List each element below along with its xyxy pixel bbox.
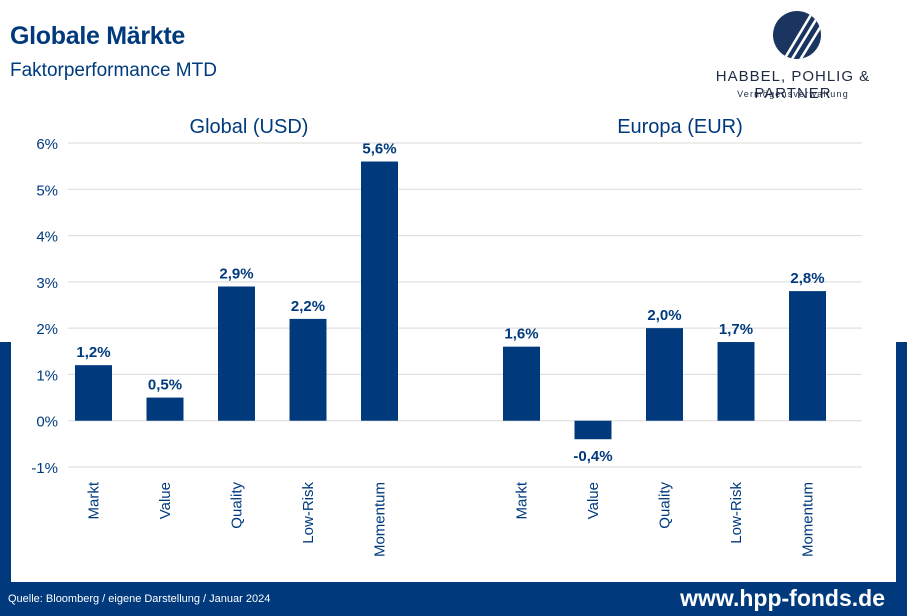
bar bbox=[289, 318, 327, 421]
data-label: 2,0% bbox=[647, 307, 681, 324]
x-category-label: Low-Risk bbox=[728, 482, 745, 544]
bar bbox=[503, 346, 540, 421]
y-tick-label: 3% bbox=[36, 275, 58, 292]
y-tick-label: 0% bbox=[36, 414, 58, 431]
left-side-band bbox=[0, 342, 11, 582]
page-title: Globale Märkte bbox=[10, 22, 186, 50]
bar bbox=[146, 397, 184, 421]
data-label: 0,5% bbox=[148, 377, 182, 394]
website-link[interactable]: www.hpp-fonds.de bbox=[680, 585, 885, 611]
data-label: 1,7% bbox=[719, 321, 753, 338]
right-side-band bbox=[896, 342, 907, 582]
bar bbox=[789, 291, 826, 421]
y-tick-label: 5% bbox=[36, 182, 58, 199]
logo-tagline: Vermögensverwaltung bbox=[737, 89, 849, 99]
data-label: 1,2% bbox=[76, 344, 110, 361]
x-category-label: Markt bbox=[86, 481, 103, 519]
y-tick-label: 4% bbox=[36, 229, 58, 246]
chart-title: Global (USD) bbox=[190, 116, 309, 138]
x-category-label: Momentum bbox=[372, 482, 389, 557]
y-tick-label: 6% bbox=[36, 136, 58, 153]
data-label: 5,6% bbox=[362, 141, 396, 158]
data-label: 2,2% bbox=[291, 298, 325, 315]
x-category-label: Momentum bbox=[800, 482, 817, 557]
x-category-label: Quality bbox=[657, 482, 674, 529]
page-subtitle: Faktorperformance MTD bbox=[10, 60, 217, 81]
x-category-label: Value bbox=[585, 482, 602, 519]
data-label: -0,4% bbox=[573, 448, 612, 465]
factor-performance-chart: -1% 0% 1% 2% 3% 4% 5% 6% Global (USD) 1,2% Markt 0,… bbox=[31, 116, 862, 557]
source-note: Quelle: Bloomberg / eigene Darstellung /… bbox=[8, 593, 271, 605]
bar bbox=[361, 161, 398, 421]
x-category-label: Low-Risk bbox=[300, 482, 317, 544]
data-label: 2,9% bbox=[219, 265, 253, 282]
y-tick-label: 2% bbox=[36, 321, 58, 338]
logo-name: HABBEL, POHLIG & PARTNER bbox=[715, 68, 871, 102]
bar bbox=[75, 365, 112, 421]
bar bbox=[574, 420, 612, 440]
chart-title: Europa (EUR) bbox=[617, 116, 743, 138]
logo-emblem-icon bbox=[773, 11, 821, 59]
company-logo: HABBEL, POHLIG & PARTNER Vermögensverwal… bbox=[688, 10, 898, 102]
footer-bar: Quelle: Bloomberg / eigene Darstellung /… bbox=[0, 582, 907, 616]
bar bbox=[717, 342, 755, 421]
x-category-label: Markt bbox=[514, 481, 531, 519]
bar bbox=[646, 328, 683, 421]
y-tick-label: 1% bbox=[36, 367, 58, 384]
data-label: 1,6% bbox=[504, 326, 538, 343]
y-tick-label: -1% bbox=[31, 460, 58, 477]
data-label: 2,8% bbox=[790, 270, 824, 287]
x-category-label: Value bbox=[157, 482, 174, 519]
x-category-label: Quality bbox=[229, 482, 246, 529]
bar bbox=[218, 286, 255, 421]
